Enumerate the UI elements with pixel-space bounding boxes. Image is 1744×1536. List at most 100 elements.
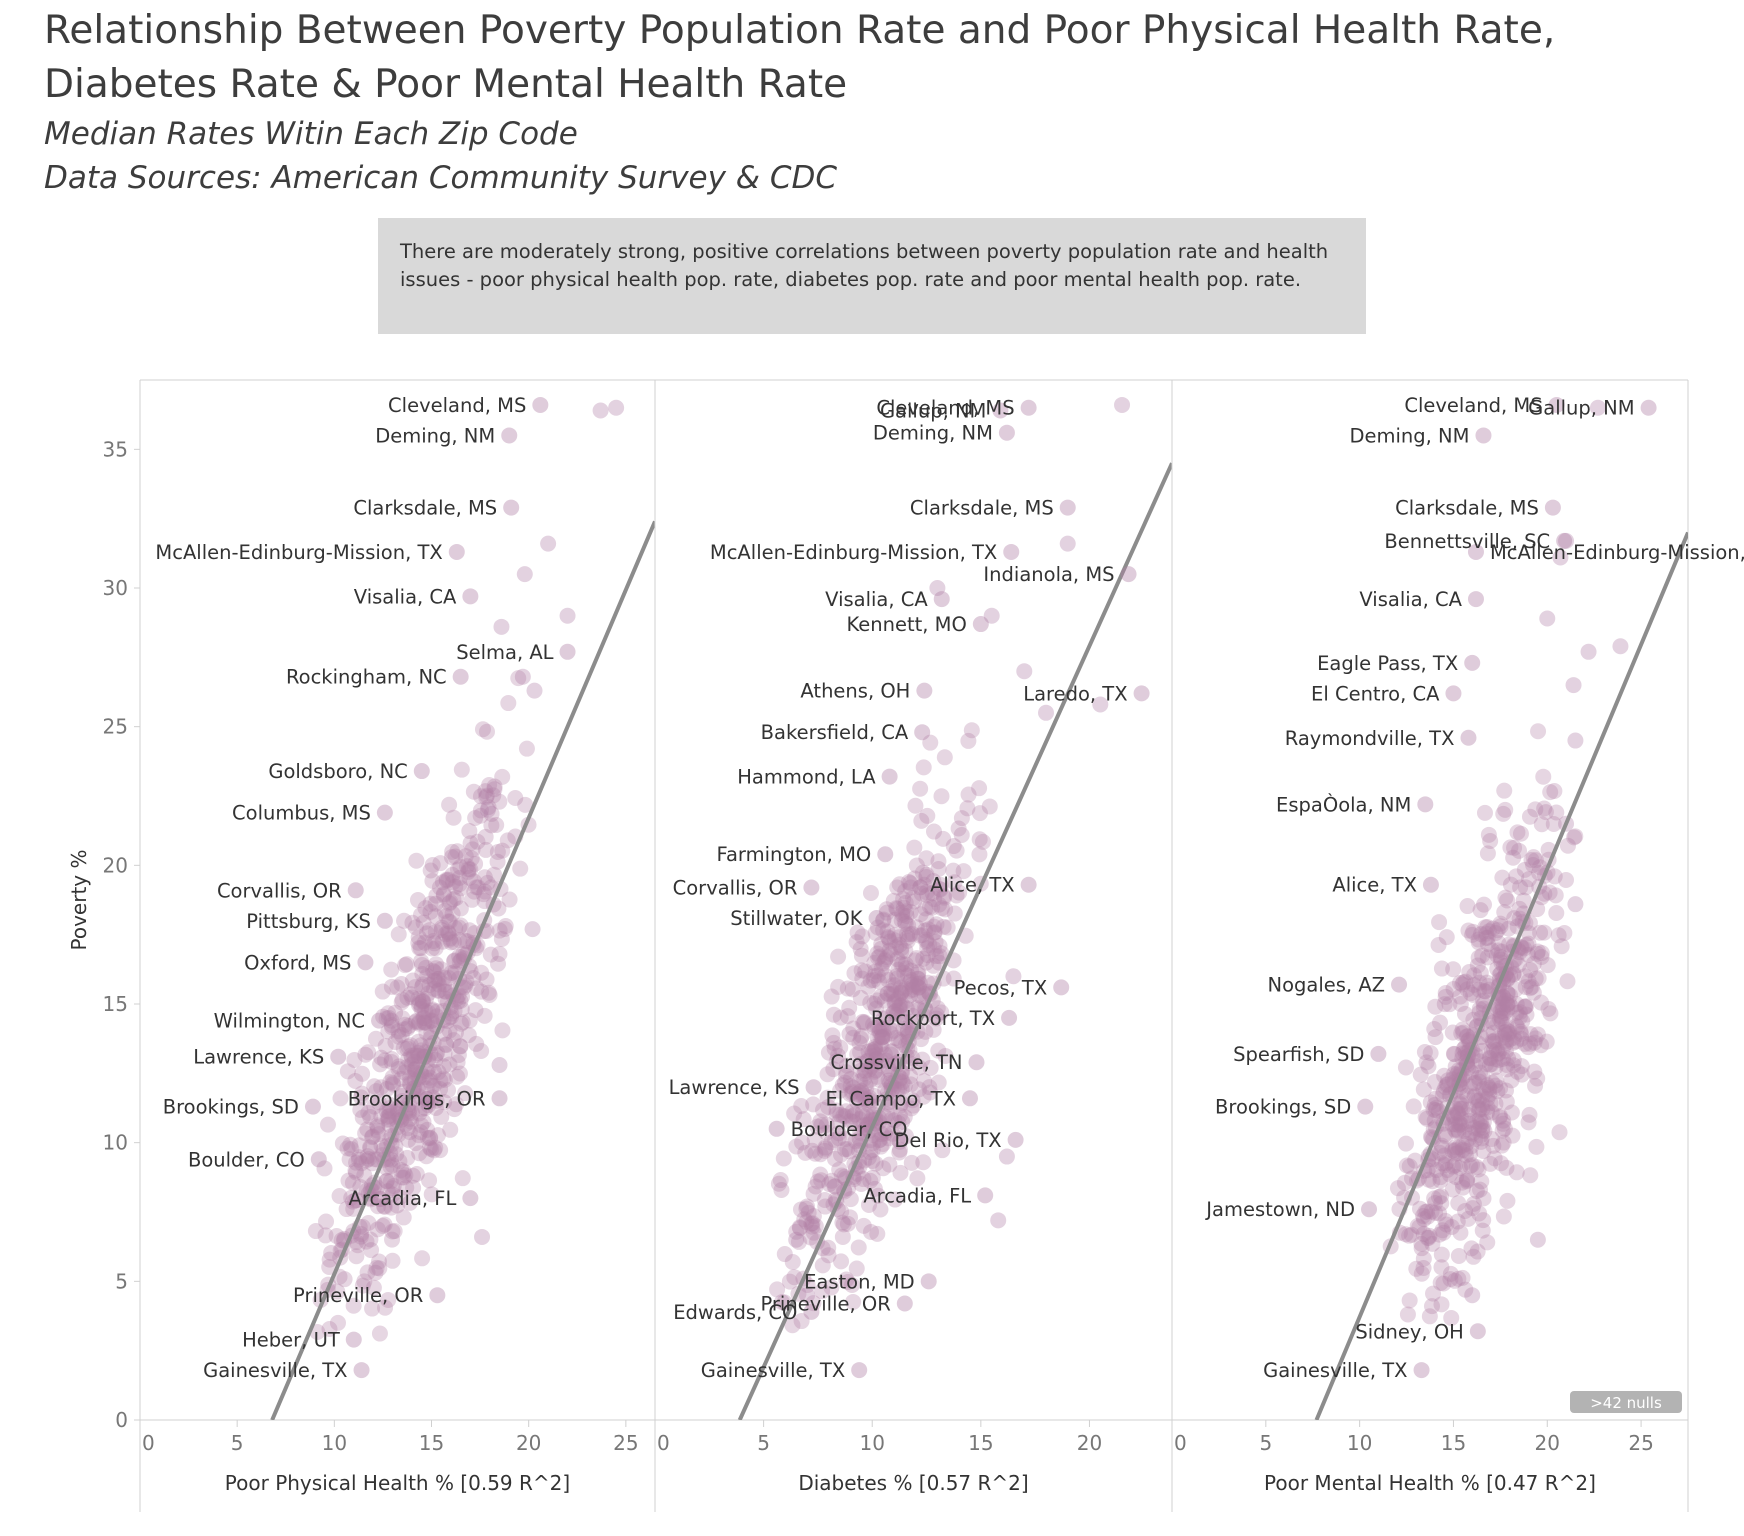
data-point — [1517, 999, 1534, 1016]
data-point — [434, 933, 451, 950]
data-point — [1432, 1274, 1449, 1291]
data-point — [1453, 1094, 1470, 1111]
data-point — [1479, 929, 1496, 946]
data-point — [358, 1233, 375, 1250]
data-point — [399, 1120, 416, 1137]
data-point — [932, 876, 949, 893]
data-point — [866, 1041, 883, 1058]
data-point — [399, 1020, 416, 1037]
data-point — [1491, 1010, 1508, 1027]
data-point — [375, 1008, 392, 1025]
data-point — [1435, 1083, 1452, 1100]
data-point — [1503, 998, 1520, 1015]
data-point — [414, 993, 431, 1010]
data-point — [855, 1117, 872, 1134]
data-point — [1589, 399, 1606, 416]
data-point — [424, 1089, 441, 1106]
data-point — [935, 830, 952, 847]
data-point — [890, 961, 907, 978]
data-point — [1450, 1105, 1467, 1122]
point-label: Visalia, CA — [354, 585, 457, 608]
data-point — [437, 1036, 454, 1053]
data-point — [845, 1079, 862, 1096]
point-label: Pecos, TX — [954, 976, 1048, 999]
data-point — [1471, 981, 1488, 998]
labeled-point — [1544, 499, 1561, 516]
data-point — [444, 843, 461, 860]
data-point — [403, 1047, 420, 1064]
data-point — [1499, 996, 1516, 1013]
data-point — [421, 922, 438, 939]
data-point — [860, 1043, 877, 1060]
labeled-point — [916, 682, 933, 699]
labeled-point — [503, 499, 520, 516]
data-point — [399, 1149, 416, 1166]
data-point — [357, 1046, 374, 1063]
data-point — [329, 1283, 346, 1300]
data-point — [805, 1096, 822, 1113]
data-point — [450, 1047, 467, 1064]
data-point — [366, 1151, 383, 1168]
data-point — [913, 885, 930, 902]
data-point — [494, 768, 511, 785]
data-point — [1441, 996, 1458, 1013]
data-point — [1458, 1173, 1475, 1190]
data-point — [1532, 924, 1549, 941]
data-point — [608, 399, 625, 416]
data-point — [1436, 1067, 1453, 1084]
labeled-point — [448, 543, 465, 560]
data-point — [804, 1218, 821, 1235]
data-point — [1452, 1100, 1469, 1117]
data-point — [818, 1124, 835, 1141]
data-point — [364, 1300, 381, 1317]
data-point — [913, 1031, 930, 1048]
data-point — [1522, 1167, 1539, 1184]
data-point — [1497, 889, 1514, 906]
data-point — [875, 1135, 892, 1152]
data-point — [1437, 1128, 1454, 1145]
data-point — [905, 978, 922, 995]
data-point — [336, 1271, 353, 1288]
labeled-point — [896, 1295, 913, 1312]
data-point — [433, 961, 450, 978]
data-point — [1463, 1240, 1480, 1257]
data-point — [881, 942, 898, 959]
data-point — [1498, 1159, 1515, 1176]
x-tick-label: 0 — [142, 1431, 155, 1455]
data-point — [343, 1189, 360, 1206]
data-point — [1494, 869, 1511, 886]
data-point — [869, 1018, 886, 1035]
data-point — [1516, 861, 1533, 878]
data-point — [451, 876, 468, 893]
data-point — [429, 971, 446, 988]
data-point — [1456, 1005, 1473, 1022]
data-point — [490, 900, 507, 917]
data-point — [442, 894, 459, 911]
data-point — [1471, 974, 1488, 991]
points-layer — [1314, 396, 1688, 1420]
data-point — [1470, 1092, 1487, 1109]
data-point — [1566, 829, 1583, 846]
data-point — [832, 1146, 849, 1163]
data-point — [1492, 915, 1509, 932]
data-point — [452, 1038, 469, 1055]
data-point — [1480, 923, 1497, 940]
data-point — [457, 977, 474, 994]
data-point — [1612, 638, 1629, 655]
data-point — [1413, 1265, 1430, 1282]
data-point — [1481, 1081, 1498, 1098]
labeled-point — [933, 591, 950, 608]
data-point — [1497, 1024, 1514, 1041]
data-point — [1559, 837, 1576, 854]
data-point — [369, 1117, 386, 1134]
data-point — [805, 1185, 822, 1202]
point-label: Brookings, SD — [1215, 1096, 1351, 1119]
data-point — [1464, 1287, 1481, 1304]
data-point — [453, 1001, 470, 1018]
data-point — [414, 992, 431, 1009]
data-point — [419, 1094, 436, 1111]
data-point — [867, 1038, 884, 1055]
data-point — [436, 1094, 453, 1111]
data-point — [927, 933, 944, 950]
data-point — [378, 1172, 395, 1189]
